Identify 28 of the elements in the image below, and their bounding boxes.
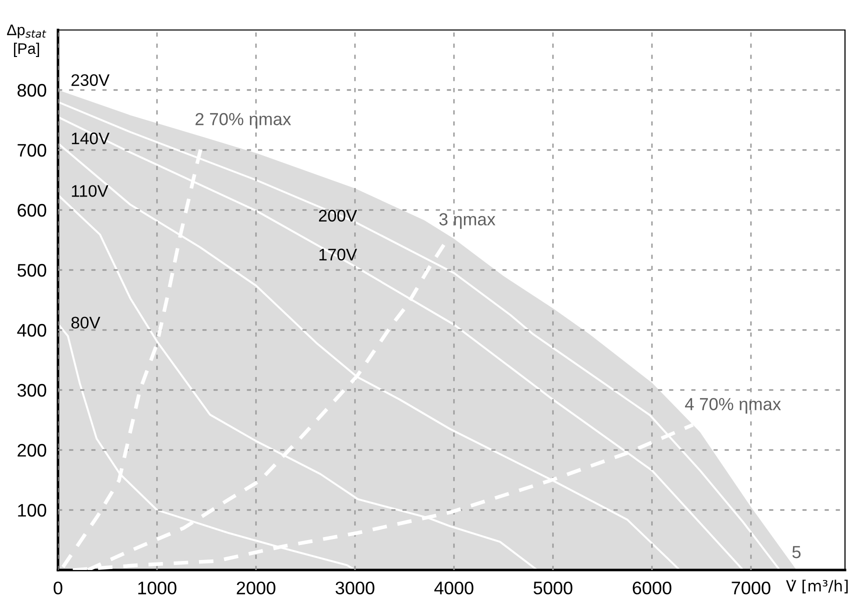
- x-tick-label: 7000: [732, 582, 770, 594]
- y-tick-label: 200: [18, 444, 46, 457]
- series-label: 4 70% ηmax: [685, 398, 781, 414]
- y-tick-label: 700: [18, 144, 46, 157]
- y-axis-title: Δp$_{stat}$ [Pa]: [7, 24, 46, 57]
- x-tick-label: 1000: [138, 582, 176, 594]
- series-label: 140V: [72, 132, 110, 144]
- x-tick-label: 4000: [434, 582, 474, 594]
- x-tick-label: 3000: [336, 582, 374, 594]
- x-tick-label: 5000: [534, 582, 572, 594]
- series-label: 80V: [71, 316, 100, 329]
- series-label: 110V: [72, 185, 108, 197]
- y-tick-label: 500: [17, 264, 46, 277]
- series-label: 2 70% ηmax: [196, 112, 292, 129]
- y-tick-label: 100: [18, 504, 46, 517]
- y-tick-label: 800: [18, 84, 46, 97]
- annotation: 5: [792, 546, 801, 558]
- series-label: 200V: [319, 210, 358, 222]
- y-tick-label: 400: [17, 324, 46, 337]
- x-tick-label: 2000: [236, 582, 276, 594]
- y-tick-label: 600: [18, 204, 46, 217]
- series-label: 3 ηmax: [439, 213, 496, 229]
- series-label: 170V: [319, 248, 358, 260]
- x-tick-label: 6000: [632, 582, 672, 594]
- x-tick-label: 0: [54, 582, 62, 594]
- x-axis-title: V̇ [m³/h]: [786, 580, 848, 594]
- y-tick-label: 300: [17, 384, 46, 397]
- series-label: 230V: [72, 74, 110, 86]
